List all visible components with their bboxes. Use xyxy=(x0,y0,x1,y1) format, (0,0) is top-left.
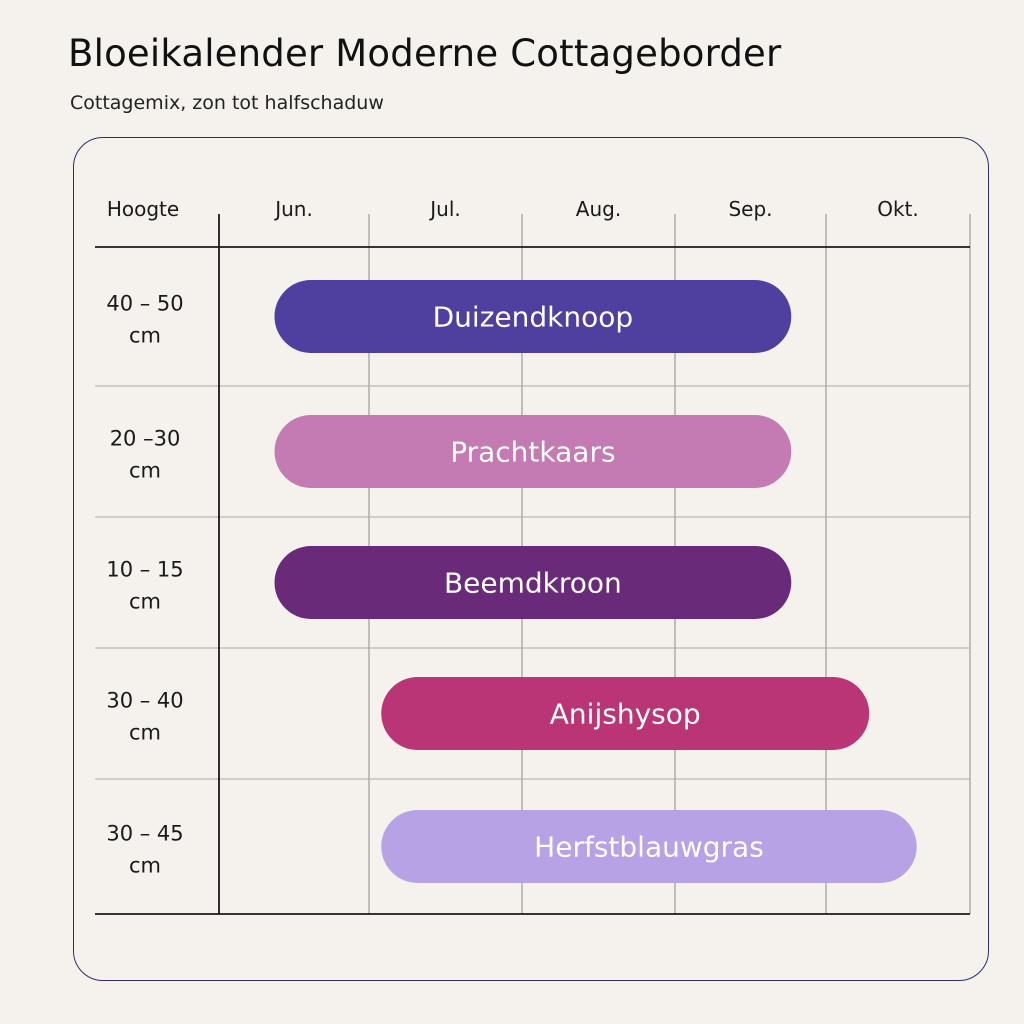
chart-subtitle: Cottagemix, zon tot halfschaduw xyxy=(70,92,384,114)
bloom-bar-label: Prachtkaars xyxy=(450,436,615,469)
bloom-bars: Duizendknoop Prachtkaars Beemdkroon Anijshy… xyxy=(274,280,917,883)
month-tick-label: Jun. xyxy=(273,197,313,221)
bloom-bar-label: Duizendknoop xyxy=(433,301,634,334)
height-label: 20 –30 cm xyxy=(110,427,181,483)
bloom-bar xyxy=(274,280,792,353)
height-label: 30 – 40 cm xyxy=(106,689,183,745)
bloom-bar-label: Beemdkroon xyxy=(444,567,622,600)
height-labels: 40 – 50 cm 20 –30 cm 10 – 15 cm 30 – 40 cm 30 – … xyxy=(106,292,183,878)
chart-title: Bloeikalender Moderne Cottageborder xyxy=(68,32,782,75)
height-label: 30 – 45 cm xyxy=(106,822,183,878)
chart-card xyxy=(73,137,989,981)
month-tick-label: Okt. xyxy=(877,197,919,221)
bloom-bar-label: Herfstblauwgras xyxy=(534,831,764,864)
column-headers: Hoogte Jun. Jul. Aug. Sep. Okt. xyxy=(107,197,919,221)
height-label: 40 – 50 cm xyxy=(106,292,183,348)
month-tick-label: Jul. xyxy=(428,197,461,221)
bloom-bar-label: Anijshysop xyxy=(550,698,701,731)
row-header-label: Hoogte xyxy=(107,197,179,221)
bloom-bar xyxy=(274,546,792,619)
month-tick-label: Aug. xyxy=(576,197,621,221)
month-tick-label: Sep. xyxy=(728,197,772,221)
bloom-bar xyxy=(381,810,917,883)
bloom-bar xyxy=(381,677,870,750)
height-label: 10 – 15 cm xyxy=(106,558,183,614)
bloom-bar xyxy=(274,415,792,488)
